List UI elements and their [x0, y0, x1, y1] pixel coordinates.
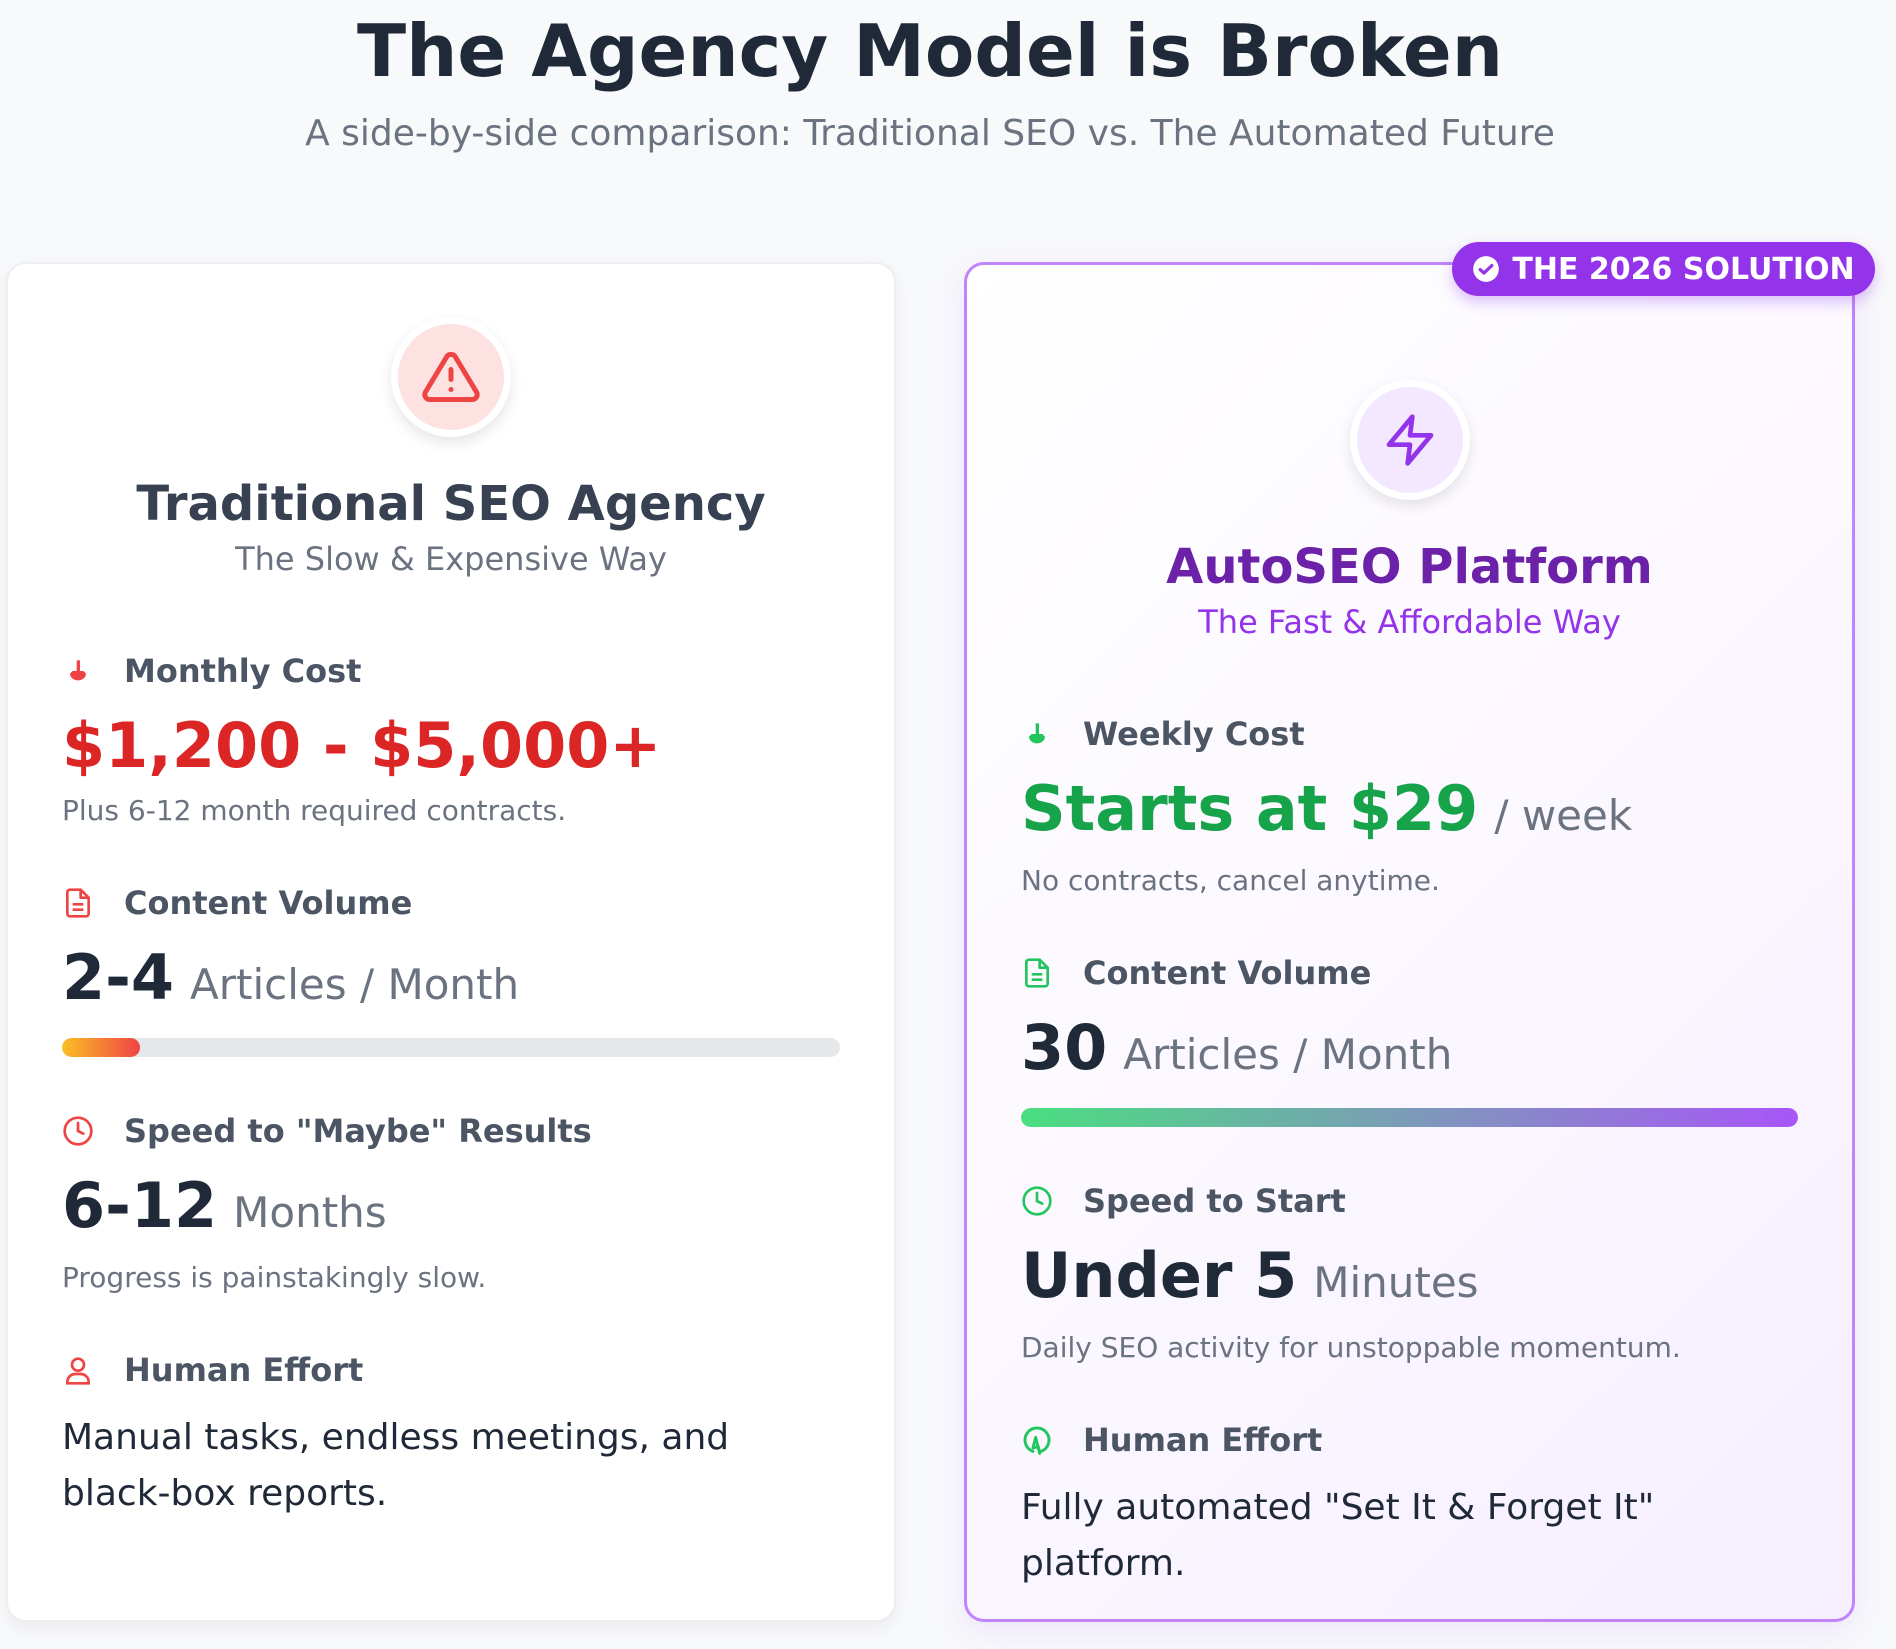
autoseo-card: AutoSEO Platform The Fast & Affordable W…: [964, 262, 1855, 1622]
human-effort-label: Human Effort: [62, 1350, 840, 1390]
document-icon: [1025, 958, 1049, 988]
content-volume-label: Content Volume: [62, 883, 840, 923]
speed-value: Under 5 Minutes: [1021, 1239, 1479, 1312]
page-title: The Agency Model is Broken: [356, 9, 1504, 93]
human-effort-text: Fully automated "Set It & Forget It" pla…: [1021, 1487, 1655, 1584]
content-volume-value: 2-4 Articles / Month: [62, 941, 520, 1014]
card-subtitle: The Fast & Affordable Way: [1198, 603, 1621, 641]
clock-icon: [1022, 1186, 1052, 1216]
check-circle-icon: [1473, 256, 1500, 282]
speed-value: 6-12 Months: [62, 1169, 387, 1242]
weekly-cost-value: Starts at $29/ week: [1021, 772, 1633, 845]
card-title: AutoSEO Platform: [1166, 539, 1653, 595]
human-effort-text: Manual tasks, endless meetings, and blac…: [62, 1417, 730, 1514]
page-subtitle: A side-by-side comparison: Traditional S…: [305, 113, 1555, 154]
monthly-cost-value: $1,200 - $5,000+: [62, 709, 662, 782]
warning-icon-circle: [391, 317, 511, 437]
cost-note: No contracts, cancel anytime.: [1021, 864, 1440, 897]
lightning-icon-circle: [1349, 380, 1470, 500]
content-volume-bar: [62, 1038, 840, 1057]
speed-label: Speed to "Maybe" Results: [62, 1111, 840, 1151]
speed-label: Speed to Start: [1021, 1181, 1798, 1221]
card-subtitle: The Slow & Expensive Way: [235, 540, 667, 578]
content-volume-bar: [1021, 1108, 1798, 1127]
content-volume-bar-fill: [1021, 1108, 1798, 1127]
human-effort-label: Human Effort: [1021, 1420, 1798, 1460]
warning-triangle-icon: [422, 351, 480, 402]
card-title: Traditional SEO Agency: [136, 476, 766, 532]
content-volume-label: Content Volume: [1021, 953, 1798, 993]
monthly-cost-label: Monthly Cost: [62, 651, 840, 691]
document-icon: [66, 888, 90, 918]
automation-cursor-icon: [1023, 1426, 1051, 1455]
content-volume-value: 30 Articles / Month: [1021, 1011, 1453, 1084]
cost-note: Plus 6-12 month required contracts.: [62, 794, 567, 827]
weekly-cost-label: Weekly Cost: [1021, 714, 1798, 754]
badge-label: THE 2026 SOLUTION: [1512, 251, 1855, 287]
user-icon: [66, 1357, 90, 1385]
solution-badge: THE 2026 SOLUTION: [1452, 242, 1875, 296]
money-icon: [1029, 723, 1045, 744]
content-volume-bar-fill: [62, 1038, 140, 1057]
speed-note: Daily SEO activity for unstoppable momen…: [1021, 1331, 1681, 1364]
money-icon: [70, 660, 86, 681]
clock-icon: [63, 1116, 93, 1146]
speed-note: Progress is painstakingly slow.: [62, 1261, 487, 1294]
lightning-bolt-icon: [1386, 414, 1433, 466]
traditional-agency-card: Traditional SEO Agency The Slow & Expens…: [6, 262, 896, 1622]
